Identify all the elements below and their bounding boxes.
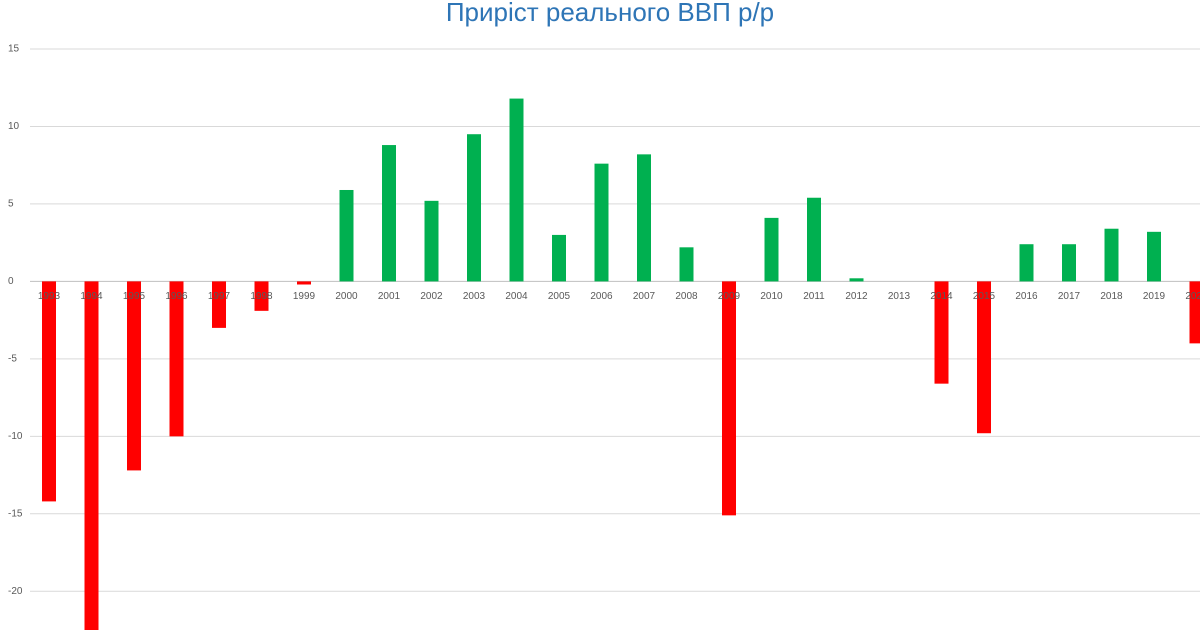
bar	[764, 217, 779, 282]
y-tick-label: -15	[8, 508, 23, 519]
bar	[509, 98, 524, 282]
bar	[127, 281, 141, 471]
grid	[30, 48, 1200, 592]
bar	[212, 281, 226, 328]
y-tick-label: -20	[8, 586, 23, 597]
x-tick-label: 1997	[208, 291, 231, 302]
x-tick-label: 2017	[1058, 291, 1081, 302]
x-tick-label: 2000	[335, 291, 358, 302]
y-tick-label: 0	[8, 276, 14, 287]
x-tick-label: 2001	[378, 291, 401, 302]
x-tick-label: 2016	[1015, 291, 1038, 302]
y-tick-label: 5	[8, 199, 14, 210]
x-tick-label: 1993	[38, 291, 61, 302]
x-tick-label: 1998	[250, 291, 273, 302]
x-tick-label: 2002	[420, 291, 443, 302]
bar	[1189, 281, 1200, 344]
x-tick-label: 2011	[803, 291, 825, 302]
x-tick-label: 2020	[1185, 291, 1200, 302]
x-tick-label: 1995	[123, 291, 146, 302]
x-tick-label: 2012	[845, 291, 868, 302]
x-tick-label: 2018	[1100, 291, 1123, 302]
bar	[254, 281, 269, 311]
bar	[1062, 244, 1076, 282]
bar	[1019, 244, 1034, 282]
x-tick-label: 2006	[590, 291, 613, 302]
bar	[424, 200, 439, 282]
y-tick-label: 10	[8, 121, 20, 132]
bar	[1147, 231, 1161, 282]
bar	[594, 163, 609, 282]
bars	[42, 98, 1200, 630]
x-tick-label: 2004	[505, 291, 528, 302]
labels: -20 -15 -10 -5 0 5 10 15 1993 1994 1995 1996 1997 199…	[8, 44, 1200, 597]
bar	[84, 281, 99, 630]
x-tick-label: 2010	[760, 291, 783, 302]
bar	[42, 281, 56, 502]
x-tick-label: 1996	[165, 291, 188, 302]
x-tick-label: 2014	[930, 291, 953, 302]
bar	[339, 189, 354, 282]
bar	[467, 134, 481, 282]
x-tick-label: 2005	[548, 291, 571, 302]
bar	[637, 154, 651, 282]
bar	[977, 281, 991, 434]
bar	[934, 281, 949, 384]
bar	[807, 197, 821, 282]
x-tick-label: 1999	[293, 291, 316, 302]
bar	[297, 281, 311, 285]
x-tick-label: 1994	[80, 291, 103, 302]
bar	[1104, 228, 1119, 282]
x-tick-label: 2008	[675, 291, 698, 302]
bar	[382, 145, 396, 282]
bar	[169, 281, 184, 437]
x-tick-label: 2015	[973, 291, 996, 302]
x-tick-label: 2007	[633, 291, 656, 302]
chart-title: Приріст реального ВВП р/р	[446, 0, 774, 27]
y-tick-label: -5	[8, 354, 17, 365]
y-tick-label: -10	[8, 431, 23, 442]
bar	[849, 278, 864, 282]
x-tick-label: 2019	[1143, 291, 1166, 302]
x-tick-label: 2013	[888, 291, 911, 302]
x-tick-label: 2009	[718, 291, 741, 302]
bar	[679, 247, 694, 282]
bar	[722, 281, 736, 516]
bar	[552, 234, 566, 282]
y-tick-label: 15	[8, 44, 20, 55]
x-tick-label: 2003	[463, 291, 486, 302]
